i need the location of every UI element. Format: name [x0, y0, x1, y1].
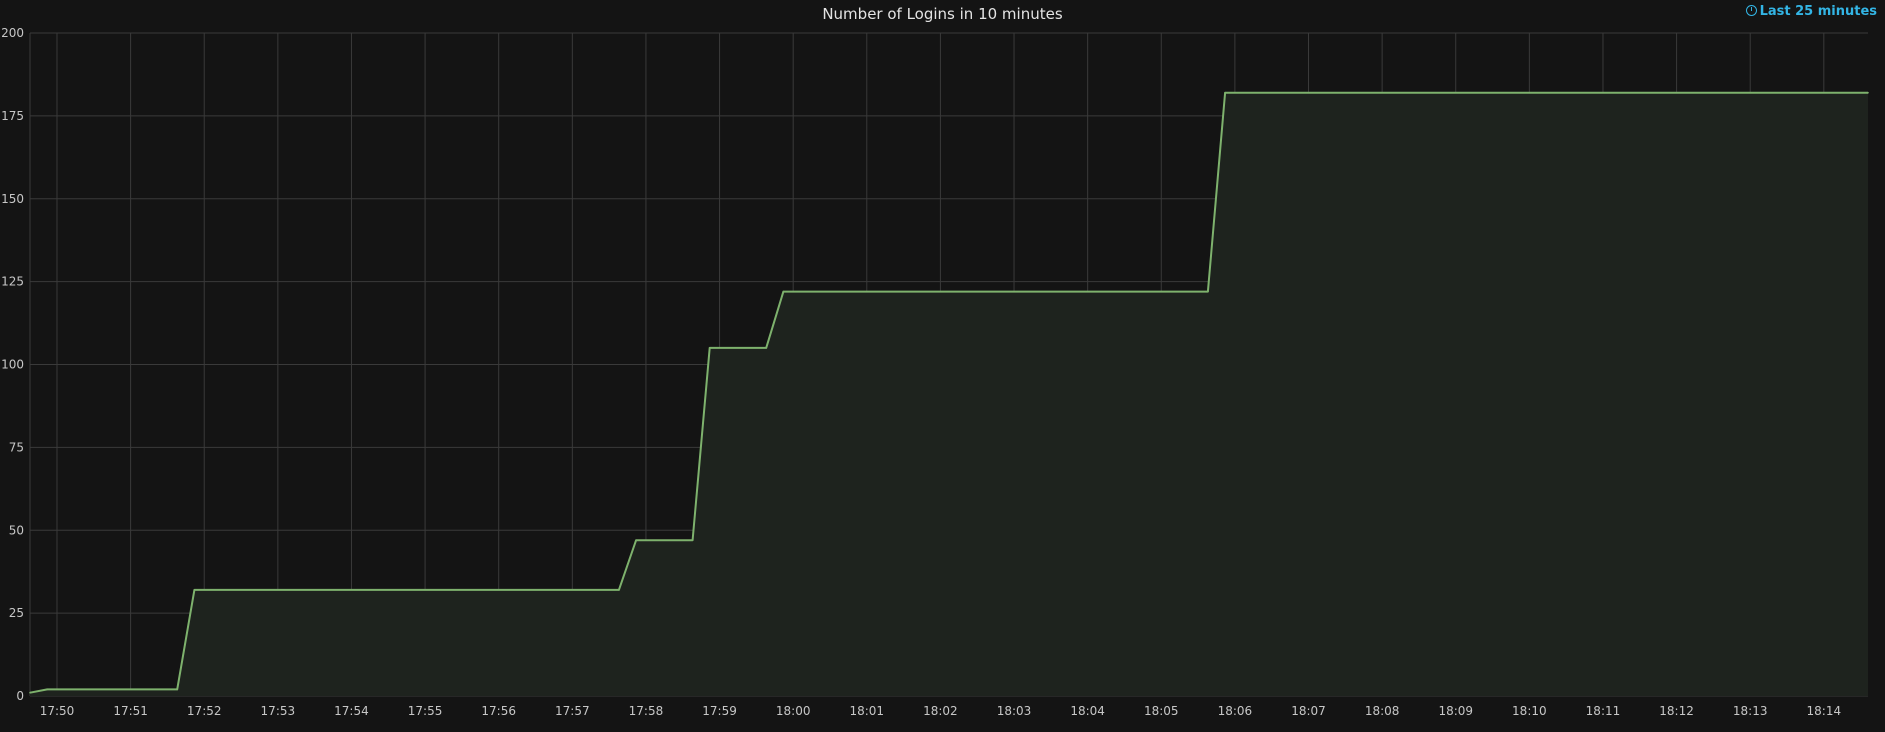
x-tick-label: 17:53 — [261, 704, 296, 718]
x-tick-label: 17:56 — [481, 704, 516, 718]
data-point — [691, 539, 694, 541]
data-point — [1867, 91, 1869, 94]
y-tick-label: 0 — [16, 689, 24, 703]
data-point — [708, 347, 711, 349]
x-tick-label: 18:05 — [1144, 704, 1179, 718]
x-tick-label: 17:51 — [113, 704, 148, 718]
x-tick-label: 18:14 — [1807, 704, 1842, 718]
x-tick-label: 18:10 — [1512, 704, 1547, 718]
y-tick-label: 175 — [1, 109, 24, 123]
y-tick-label: 100 — [1, 358, 24, 372]
x-tick-label: 18:09 — [1438, 704, 1473, 718]
x-tick-label: 18:08 — [1365, 704, 1400, 718]
x-tick-label: 18:04 — [1070, 704, 1105, 718]
y-tick-label: 50 — [9, 523, 24, 537]
x-tick-label: 18:12 — [1659, 704, 1694, 718]
x-tick-label: 17:57 — [555, 704, 590, 718]
series-line-layer — [29, 91, 1869, 694]
x-tick-label: 17:50 — [40, 704, 75, 718]
x-tick-label: 18:11 — [1586, 704, 1621, 718]
data-point — [782, 290, 785, 293]
y-tick-label: 150 — [1, 192, 24, 206]
data-point — [1224, 91, 1226, 94]
y-tick-label: 125 — [1, 275, 24, 289]
x-tick-label: 17:54 — [334, 704, 369, 718]
x-tick-label: 17:58 — [629, 704, 664, 718]
y-tick-label: 25 — [9, 606, 24, 620]
x-tick-label: 17:55 — [408, 704, 443, 718]
panel-title[interactable]: Number of Logins in 10 minutes — [822, 5, 1063, 23]
data-point — [1207, 290, 1209, 293]
data-point — [635, 539, 637, 541]
time-range-label: Last 25 minutes — [1759, 4, 1877, 19]
y-tick-label: 75 — [9, 440, 24, 454]
series-area — [30, 92, 1868, 696]
x-tick-label: 18:02 — [923, 704, 958, 718]
series-area-layer — [30, 92, 1868, 696]
x-tick-label: 18:13 — [1733, 704, 1768, 718]
data-point — [618, 589, 620, 591]
x-axis: 17:50 17:51 17:52 17:53 17:54 17:55 17:56 17:57… — [40, 704, 1841, 718]
x-tick-label: 18:01 — [849, 704, 884, 718]
x-tick-label: 17:52 — [187, 704, 222, 718]
data-point — [193, 589, 196, 591]
x-tick-label: 18:00 — [776, 704, 811, 718]
x-tick-label: 18:03 — [997, 704, 1032, 718]
time-range-button[interactable]: Last 25 minutes — [1745, 2, 1877, 22]
data-point — [765, 347, 767, 349]
data-point — [29, 691, 31, 694]
x-tick-label: 18:07 — [1291, 704, 1326, 718]
clock-icon — [1745, 5, 1757, 16]
y-axis: 0 25 50 75 100 125 150 175 200 — [1, 26, 24, 703]
data-point — [176, 688, 178, 691]
data-point — [46, 688, 48, 691]
y-tick-label: 200 — [1, 26, 24, 40]
x-tick-label: 18:06 — [1218, 704, 1253, 718]
x-tick-label: 17:59 — [702, 704, 737, 718]
